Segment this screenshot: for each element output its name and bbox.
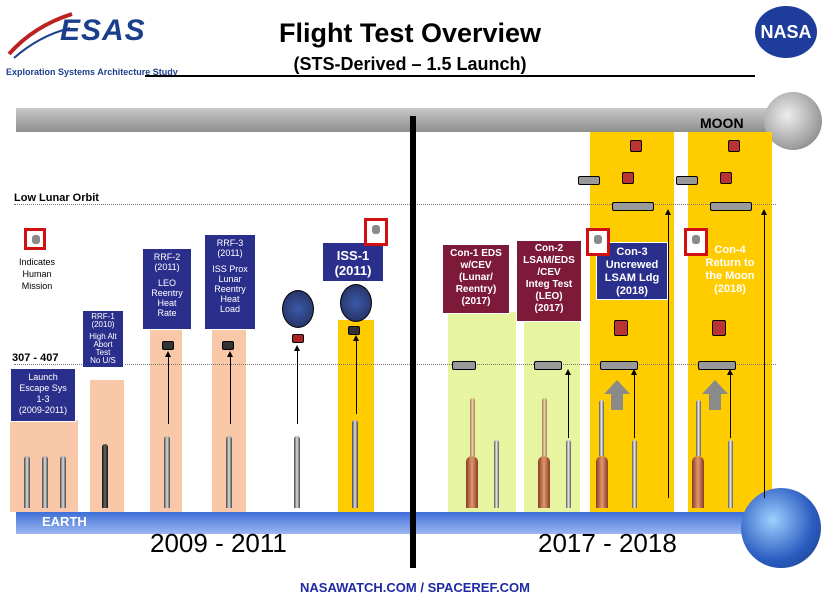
booster-icon xyxy=(728,440,733,508)
rocket-icon xyxy=(352,420,358,508)
period-divider xyxy=(410,116,416,568)
ascent-arrow xyxy=(353,335,359,414)
booster-icon xyxy=(599,400,604,456)
mission-box-con3: Con-3 Uncrewed LSAM Ldg (2018) xyxy=(596,242,668,300)
docking-arrow-stem xyxy=(611,394,623,410)
period-label-right: 2017 - 2018 xyxy=(538,528,677,558)
rocket-icon xyxy=(164,436,170,508)
lander-icon xyxy=(614,320,628,336)
rocket-icon xyxy=(294,436,300,508)
ascent-arrow xyxy=(294,345,300,424)
mission-box-rrf3: RRF-3 (2011) ISS Prox Lunar Reentry Heat Load xyxy=(204,234,256,330)
ascent-arrow xyxy=(631,369,637,438)
rocket-icon xyxy=(226,436,232,508)
column-con1 xyxy=(448,312,516,512)
human-mission-icon-con3 xyxy=(586,228,610,256)
mission-box-con1: Con-1 EDS w/CEV (Lunar/Reentry) (2017) xyxy=(442,244,510,314)
booster-icon xyxy=(470,398,475,456)
lander-icon xyxy=(720,172,732,184)
human-mission-legend-text: Indicates Human Mission xyxy=(18,257,56,291)
stack-tank-icon xyxy=(538,456,550,508)
stack-tank-icon xyxy=(596,456,608,508)
leo-orbit-label: 307 - 407 xyxy=(12,352,59,364)
human-mission-icon-con4 xyxy=(684,228,708,256)
mission-box-iss1: ISS-1 (2011) xyxy=(322,242,384,282)
ascent-arrow xyxy=(227,351,233,424)
capsule-icon xyxy=(292,334,304,343)
capsule-icon xyxy=(222,341,234,350)
booster-icon xyxy=(632,440,637,508)
mission-box-rrf1: RRF-1 (2010) High Alt Abort Test No U/S xyxy=(82,310,124,368)
spacecraft-stack-icon xyxy=(612,202,654,211)
ascent-arrow xyxy=(727,369,733,438)
earth-label: EARTH xyxy=(42,514,87,529)
spacecraft-stack-icon xyxy=(600,361,638,370)
esas-logo-subtitle: Exploration Systems Architecture Study xyxy=(6,67,178,77)
spacecraft-stack-icon xyxy=(534,361,562,370)
header-rule xyxy=(145,75,755,77)
booster-icon xyxy=(494,440,499,508)
lander-icon xyxy=(630,140,642,152)
ascent-arrow xyxy=(165,351,171,424)
nasa-logo: NASA xyxy=(755,6,817,58)
docking-arrow-icon xyxy=(702,380,728,394)
rocket-icon xyxy=(42,456,48,508)
human-mission-legend-icon xyxy=(24,228,46,250)
stack-tank-icon xyxy=(466,456,478,508)
low-lunar-orbit-line xyxy=(14,204,776,205)
lander-icon xyxy=(712,320,726,336)
docking-arrow-icon xyxy=(604,380,630,394)
column-con2 xyxy=(524,322,580,512)
docking-arrow-stem xyxy=(709,394,721,410)
leo-orbit-line xyxy=(14,364,776,365)
ascent-arrow xyxy=(761,209,767,498)
spacecraft-stack-icon xyxy=(676,176,698,185)
mission-box-con4: Con-4 Return to the Moon (2018) xyxy=(705,244,755,295)
footer-credit[interactable]: NASAWATCH.COM / SPACEREF.COM xyxy=(300,580,530,595)
low-lunar-orbit-label: Low Lunar Orbit xyxy=(14,192,99,204)
lander-icon xyxy=(728,140,740,152)
mission-box-launch-escape: Launch Escape Sys 1-3 (2009-2011) xyxy=(10,368,76,422)
lander-icon xyxy=(622,172,634,184)
mission-patch-icon xyxy=(282,290,314,328)
moon-icon xyxy=(764,92,822,150)
ascent-arrow xyxy=(565,369,571,438)
spacecraft-stack-icon xyxy=(452,361,476,370)
rocket-icon xyxy=(102,444,108,508)
capsule-icon xyxy=(162,341,174,350)
earth-level-bar xyxy=(16,512,776,534)
page-subtitle: (STS-Derived – 1.5 Launch) xyxy=(293,54,527,74)
earth-icon xyxy=(741,488,821,568)
ascent-arrow xyxy=(665,209,671,498)
mission-box-rrf2: RRF-2 (2011) LEO Reentry Heat Rate xyxy=(142,248,192,330)
rocket-icon xyxy=(60,456,66,508)
esas-logo-text: ESAS xyxy=(60,14,146,47)
mission-patch-icon xyxy=(340,284,372,322)
booster-icon xyxy=(542,398,547,456)
spacecraft-stack-icon xyxy=(698,361,736,370)
spacecraft-stack-icon xyxy=(578,176,600,185)
page-title: Flight Test Overview xyxy=(278,18,542,48)
esas-logo xyxy=(4,2,144,76)
period-label-left: 2009 - 2011 xyxy=(150,528,287,558)
mission-box-con2: Con-2 LSAM/EDS/CEV Integ Test (LEO) (2017) xyxy=(516,240,582,322)
stack-tank-icon xyxy=(692,456,704,508)
rocket-icon xyxy=(24,456,30,508)
booster-icon xyxy=(696,400,701,456)
esas-swoosh-icon xyxy=(7,12,73,59)
human-mission-icon-iss1 xyxy=(364,218,388,246)
spacecraft-stack-icon xyxy=(710,202,752,211)
moon-label: MOON xyxy=(700,115,744,131)
capsule-icon xyxy=(348,326,360,335)
moon-level-bar xyxy=(16,108,776,132)
booster-icon xyxy=(566,440,571,508)
